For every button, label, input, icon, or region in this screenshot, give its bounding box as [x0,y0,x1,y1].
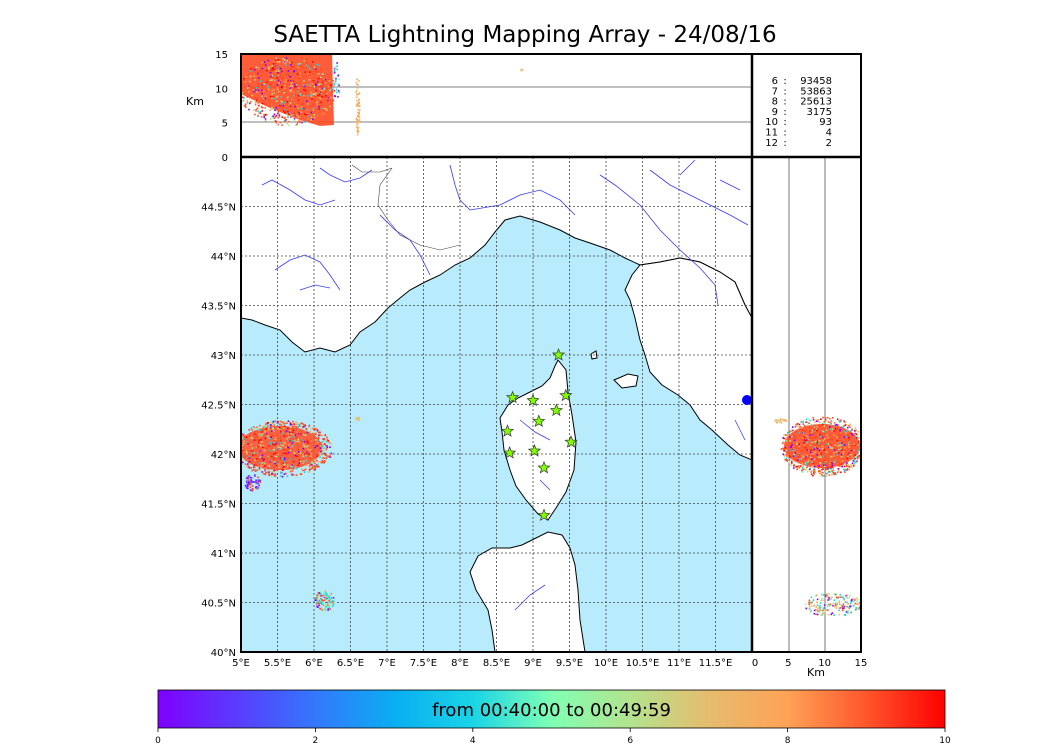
side-altitude-axis-label: Km [807,666,825,679]
count-sep: : [783,138,786,149]
count-value: 53863 [800,86,832,97]
side-altitude-tick-label: 15 [855,658,868,669]
altitude-tick-labels: 15 10 5 0 [215,50,228,164]
colorbar-tick-label: 0 [155,736,161,746]
count-label: 6 [772,76,778,87]
lat-tick-label: 40.5°N [201,599,236,610]
colorbar-tick-label: 4 [470,736,476,746]
lma-stations [500,348,578,521]
count-label: 11 [765,128,778,139]
count-sep: : [783,86,786,97]
panel-frames [240,53,862,653]
count-sep: : [783,117,786,128]
station-marker [532,414,546,427]
lightning-sources-map [241,416,361,612]
lon-tick-label: 11°E [667,658,691,669]
source-counts-table: 6: 93458 7: 53863 8: 25613 9: 3175 10: 93 11: 4 12: 2 [765,76,832,149]
side-altitude-tick-label: 5 [785,658,791,669]
lon-tick-label: 8.5°E [483,658,510,669]
side-altitude-tick-labels: 0 5 10 15 [752,658,868,669]
lon-tick-label: 11.5°E [699,658,733,669]
colorbar-tick-label: 8 [785,736,791,746]
altitude-lon-panel [241,54,752,157]
count-label: 8 [772,97,778,108]
count-value: 2 [826,138,832,149]
lon-tick-label: 10°E [594,658,618,669]
colorbar-tick-label: 6 [627,736,633,746]
side-altitude-tick-label: 10 [818,658,831,669]
lon-tick-label: 5.5°E [264,658,291,669]
lat-tick-label: 44.5°N [201,203,236,214]
lon-tick-label: 9.5°E [556,658,583,669]
lat-tick-label: 44°N [211,252,236,263]
altitude-tick-label: 10 [215,84,228,95]
colorbar-tick-label: 10 [939,736,951,746]
count-label: 10 [765,117,778,128]
lat-tick-label: 40°N [211,648,236,659]
map-panel [241,157,752,652]
elba-island [613,373,639,389]
count-sep: : [783,76,786,87]
count-value: 4 [826,128,832,139]
lon-tick-label: 10.5°E [626,658,660,669]
figure-title: SAETTA Lightning Mapping Array - 24/08/1… [273,22,777,48]
italy-land [624,257,752,461]
count-sep: : [783,107,786,118]
altitude-tick-label: 15 [215,50,228,61]
lat-tick-label: 42.5°N [201,401,236,412]
colorbar-time-range: from 00:40:00 to 00:49:59 [432,700,671,721]
count-sep: : [783,97,786,108]
station-marker [526,393,540,407]
station-marker [500,424,515,437]
altitude-axis-label: Km [186,95,204,108]
lat-tick-label: 43.5°N [201,302,236,313]
station-marker [564,435,578,448]
counts-panel [752,54,861,157]
lon-tick-label: 6.5°E [337,658,364,669]
sardinia-land [469,531,586,652]
station-marker [505,390,520,404]
station-marker [537,508,551,521]
count-value: 93 [819,117,832,128]
longitude-tick-labels: 5°E 5.5°E 6°E 6.5°E 7°E 7.5°E 8°E 8.5°E 9°E 9.5°E… [232,658,732,669]
map-gridlines [241,157,752,652]
lat-tick-label: 41.5°N [201,500,236,511]
latitude-tick-labels: 44.5°N 44°N 43.5°N 43°N 42.5°N 42°N 41.5°N 41°N… [201,203,236,660]
lat-tick-label: 42°N [211,450,236,461]
colorbar-tick-label: 2 [313,736,319,746]
lon-tick-label: 7.5°E [410,658,437,669]
count-sep: : [783,128,786,139]
rivers [261,159,749,611]
altitude-lat-panel [752,157,861,652]
altitude-tick-label: 0 [222,153,228,164]
station-marker [559,388,573,402]
lon-tick-label: 7°E [378,658,396,669]
station-marker [527,444,542,457]
lightning-sources-altitude-lon [241,54,524,136]
count-label: 9 [772,107,778,118]
lat-tick-label: 43°N [211,351,236,362]
count-value: 25613 [800,97,832,108]
station-marker [537,460,551,474]
borders [351,164,461,251]
lon-tick-label: 5°E [232,658,250,669]
count-label: 12 [765,138,778,149]
lightning-sources-altitude-lat [774,416,861,617]
count-value: 93458 [800,76,832,87]
lon-tick-label: 9°E [524,658,542,669]
station-marker [549,403,564,417]
count-label: 7 [772,86,778,97]
side-altitude-tick-label: 0 [752,658,758,669]
station-marker [502,446,517,459]
lightning-blob [742,395,752,405]
count-value: 3175 [807,107,832,118]
altitude-tick-label: 5 [222,119,228,130]
lon-tick-label: 8°E [451,658,469,669]
lon-tick-label: 6°E [305,658,323,669]
station-marker [551,348,566,361]
colorbar-tick-labels: 0 2 4 6 8 10 [155,728,951,746]
corsica-land [499,359,577,521]
colorbar [157,689,946,729]
lat-tick-label: 41°N [211,549,236,560]
